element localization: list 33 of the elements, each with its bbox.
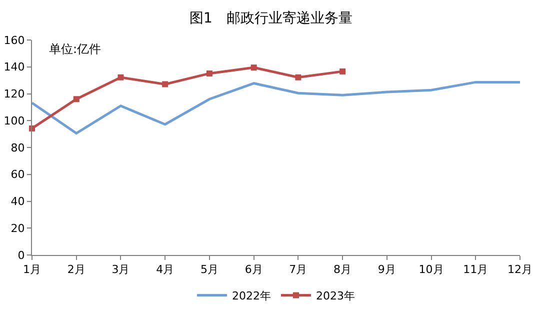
line-series xyxy=(32,80,520,135)
y-tick-label: 160 xyxy=(4,34,25,47)
point xyxy=(206,70,212,76)
y-tick-label: 140 xyxy=(4,60,25,74)
x-tick-label: 12月 xyxy=(508,263,532,276)
point xyxy=(340,68,346,74)
y-tick-label: 80 xyxy=(10,141,25,154)
x-tick-label: 5月 xyxy=(200,263,218,276)
x-tick-label: 8月 xyxy=(334,263,352,276)
y-tick-label: 100 xyxy=(4,114,25,128)
x-tick-label: 1月 xyxy=(23,263,41,276)
y-axis-title: 单位:亿件 xyxy=(49,42,102,56)
x-tick-label: 6月 xyxy=(244,263,263,276)
x-tick-label: 7月 xyxy=(289,263,308,276)
point xyxy=(118,74,124,80)
y-tick-label: 60 xyxy=(10,168,25,182)
y-tick-label: 20 xyxy=(10,222,25,235)
x-tick-label: 4月 xyxy=(156,263,174,276)
point xyxy=(295,74,302,80)
chart-title: 图1 邮政行业寄递业务量 xyxy=(190,10,352,27)
point xyxy=(73,96,80,102)
y-tick-label: 0 xyxy=(18,248,25,262)
y-tick-label: 40 xyxy=(10,195,25,208)
point xyxy=(162,81,168,88)
x-tick-label: 9月 xyxy=(378,263,396,276)
x-tick-label: 11月 xyxy=(463,263,488,276)
point xyxy=(250,64,257,71)
x-tick-label: 2月 xyxy=(67,263,86,276)
legend-label: 2022年 xyxy=(232,290,271,303)
x-tick-label: 10月 xyxy=(418,263,444,276)
y-tick-label: 120 xyxy=(4,88,25,101)
x-tick-label: 3月 xyxy=(112,263,130,276)
legend-label: 2023年 xyxy=(316,290,355,303)
